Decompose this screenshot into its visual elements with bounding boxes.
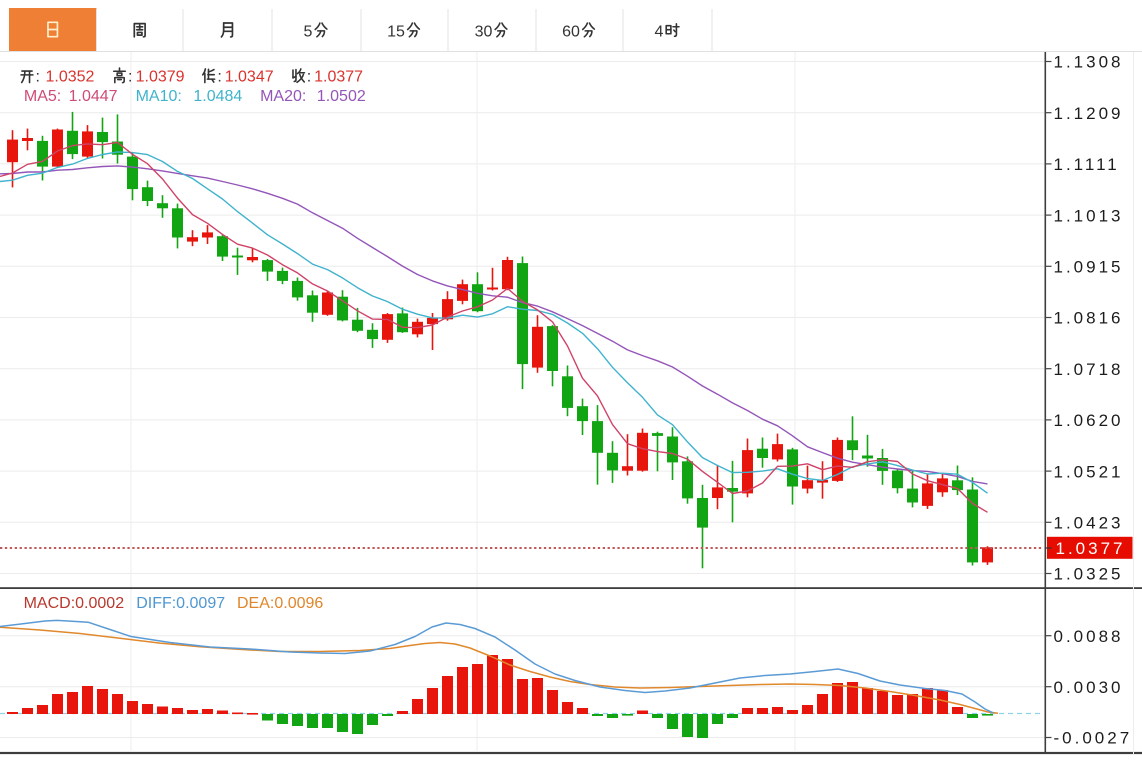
svg-text:MA5:: MA5: — [24, 88, 61, 105]
svg-text:1.0915: 1.0915 — [1054, 258, 1124, 277]
svg-text::: : — [307, 68, 311, 85]
svg-text:1.1013: 1.1013 — [1054, 206, 1124, 225]
svg-text:5: 5 — [304, 24, 313, 41]
svg-text:1.0816: 1.0816 — [1054, 309, 1124, 328]
svg-text::: : — [217, 68, 221, 85]
svg-text:1.0347: 1.0347 — [225, 68, 274, 85]
svg-text:MA20:: MA20: — [260, 88, 306, 105]
svg-text:1.0325: 1.0325 — [1054, 565, 1124, 584]
svg-text:4: 4 — [655, 24, 664, 41]
svg-text:1.1111: 1.1111 — [1054, 155, 1120, 174]
svg-text:1.0352: 1.0352 — [46, 68, 95, 85]
svg-text:DIFF:0.0097: DIFF:0.0097 — [136, 595, 225, 612]
svg-text:1.0447: 1.0447 — [69, 88, 118, 105]
svg-text:1.0423: 1.0423 — [1054, 514, 1124, 533]
svg-text:1.0484: 1.0484 — [193, 88, 242, 105]
svg-text:30: 30 — [475, 24, 493, 41]
svg-text:MACD:0.0002: MACD:0.0002 — [24, 595, 125, 612]
svg-text:1.0377: 1.0377 — [314, 68, 363, 85]
svg-text::: : — [128, 68, 132, 85]
svg-text:1.0620: 1.0620 — [1054, 411, 1124, 430]
svg-text:1.1308: 1.1308 — [1054, 53, 1124, 72]
svg-text:1.0379: 1.0379 — [136, 68, 185, 85]
svg-text:1.1209: 1.1209 — [1054, 104, 1124, 123]
svg-text::: : — [36, 68, 40, 85]
svg-text:1.0718: 1.0718 — [1054, 360, 1124, 379]
svg-text:-0.0027: -0.0027 — [1054, 729, 1133, 748]
svg-text:1.0521: 1.0521 — [1054, 462, 1124, 481]
svg-text:DEA:0.0096: DEA:0.0096 — [237, 595, 323, 612]
svg-text:60: 60 — [562, 24, 580, 41]
svg-text:MA10:: MA10: — [136, 88, 182, 105]
svg-text:0.0088: 0.0088 — [1054, 627, 1124, 646]
svg-text:0.0030: 0.0030 — [1054, 678, 1124, 697]
svg-text:1.0502: 1.0502 — [317, 88, 366, 105]
svg-text:1.0377: 1.0377 — [1056, 539, 1126, 558]
svg-text:15: 15 — [387, 24, 405, 41]
